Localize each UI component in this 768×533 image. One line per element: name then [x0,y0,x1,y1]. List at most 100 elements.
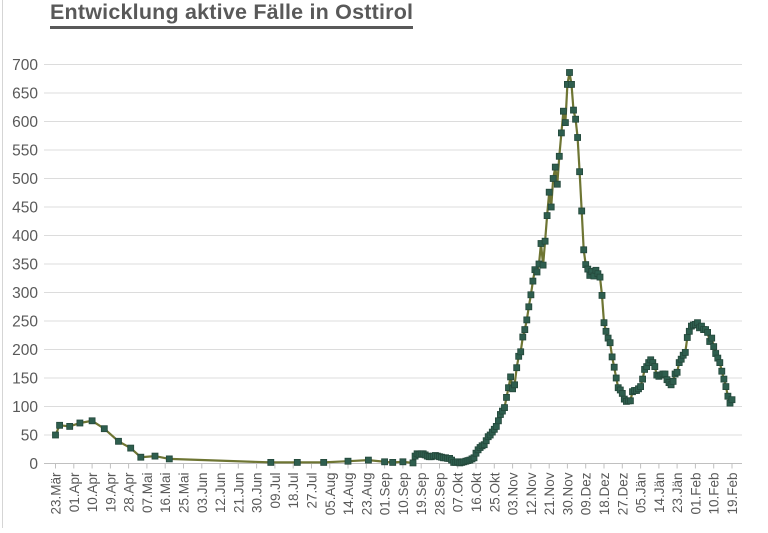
series-marker [501,404,508,412]
x-tick-label: 07.Okt [451,472,466,512]
x-tick-label: 10.Feb [707,473,722,515]
x-tick-label: 01.Sep [378,473,393,516]
y-tick-label: 150 [12,371,38,388]
series-marker [578,207,586,215]
series-marker [580,246,588,254]
series-marker [576,168,583,176]
y-tick-label: 350 [12,257,38,274]
x-tick-label: 14.Aug [341,473,356,516]
y-tick-label: 600 [12,114,38,131]
series-marker [115,437,122,445]
series-marker [165,455,173,463]
series-marker [555,152,563,160]
series-marker [606,339,614,347]
x-tick-label: 23.Jän [670,473,685,514]
series-marker [612,374,620,382]
series-marker [507,373,515,381]
x-tick-label: 21.Jun [231,473,246,514]
series-marker [681,348,689,356]
y-tick-label: 100 [12,399,38,416]
series-marker [56,421,63,429]
series-marker [572,115,579,123]
series-marker [494,417,502,425]
series-marker [608,353,616,361]
series-marker [517,348,525,356]
series-marker [76,419,84,427]
series-marker [389,458,397,466]
x-tick-label: 25.Mai [177,473,192,514]
series-marker [381,458,389,466]
series-marker [716,359,724,367]
window-left-border [2,0,3,528]
x-tick-label: 23.Mär [49,472,64,515]
x-tick-label: 19.Sep [414,473,429,516]
x-tick-label: 03.Nov [506,472,521,515]
y-tick-label: 650 [12,86,38,103]
x-tick-label: 05.Jän [634,473,649,514]
series-marker [596,273,604,281]
series-marker [683,334,691,341]
series-marker [673,368,681,376]
x-tick-label: 05.Aug [323,473,338,516]
series-marker [547,203,555,211]
series-marker [52,431,59,439]
series-marker [718,367,726,375]
series-marker [639,375,646,383]
series-marker [533,268,541,276]
x-tick-label: 12.Nov [524,472,539,515]
series-marker [720,375,728,383]
y-tick-label: 500 [12,171,38,188]
x-tick-label: 10.Sep [396,473,411,516]
x-tick-label: 16.Okt [469,472,484,512]
series-marker [320,458,328,466]
y-tick-label: 700 [12,57,38,74]
series-marker [137,453,145,461]
series-marker [637,383,644,391]
series-marker [267,458,275,466]
x-tick-label: 10.Apr [85,472,100,512]
series-marker [521,326,529,334]
x-tick-label: 14.Jän [652,473,667,514]
y-tick-label: 200 [12,342,38,359]
series-marker [562,119,569,126]
x-tick-label: 18.Dez [597,472,612,515]
series-marker [545,188,553,196]
series-marker [151,452,159,460]
series-marker [722,383,730,391]
series-marker [523,316,531,324]
y-tick-label: 0 [29,456,38,473]
series-marker [527,291,535,299]
x-tick-label: 30.Jun [250,473,265,514]
series-marker [704,328,711,336]
series-marker [570,106,577,114]
series-marker [598,291,606,299]
x-tick-label: 18.Jul [286,473,301,509]
series-marker [88,417,96,425]
x-tick-label: 30.Nov [560,472,575,515]
x-tick-label: 28.Apr [122,472,137,512]
series-marker [539,261,547,269]
x-tick-label: 21.Nov [542,472,557,515]
series-marker [127,444,135,452]
series-marker [566,69,573,76]
series-marker [399,458,407,466]
series-marker [551,163,559,171]
series-marker [529,277,537,285]
series-marker [511,381,519,389]
series-marker [618,389,626,397]
y-tick-label: 550 [12,143,38,160]
series-marker [724,392,732,400]
series-marker [568,81,575,88]
y-tick-label: 250 [12,314,38,331]
series-marker [519,333,527,341]
series-marker [610,363,618,371]
series-marker [66,422,74,430]
x-tick-label: 07.Mai [140,473,155,514]
series-marker [100,425,108,433]
series-marker [728,396,736,404]
series-marker [669,377,677,385]
series-marker [661,370,669,378]
series-marker [409,459,417,467]
